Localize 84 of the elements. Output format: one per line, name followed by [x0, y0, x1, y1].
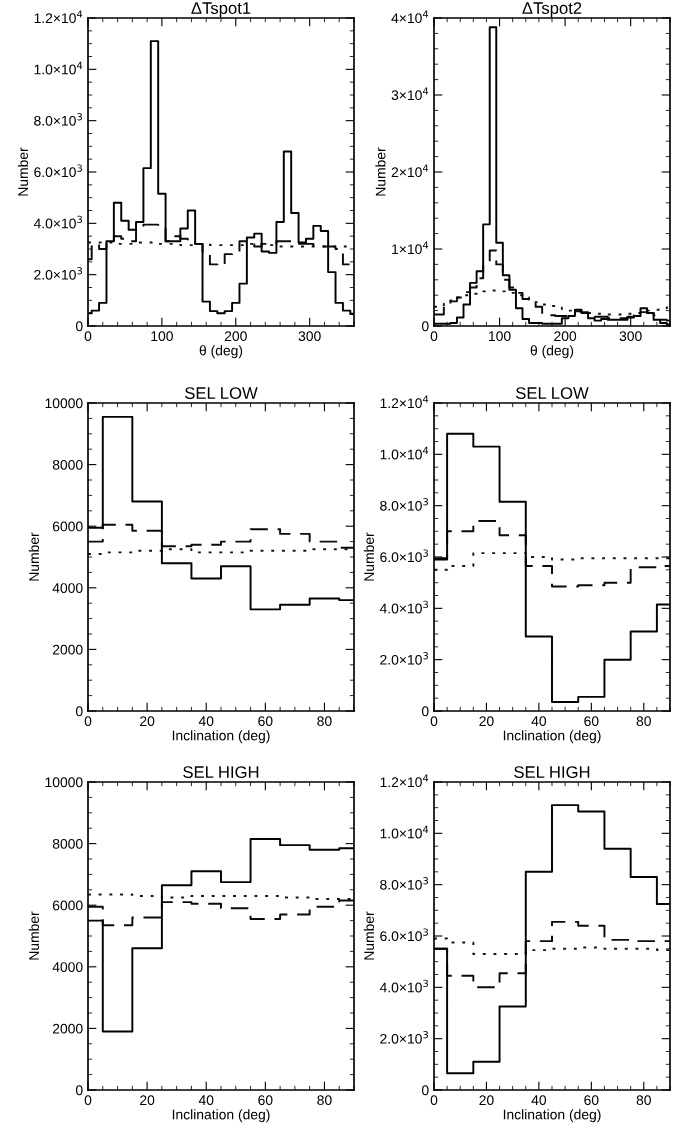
y-tick-label: 1.0×10$^{4}$ [380, 825, 429, 839]
chart-title: SEL LOW [516, 387, 589, 399]
x-tick-label: 300 [298, 331, 321, 342]
y-tick-label: 6.0×10$^{3}$ [34, 164, 82, 178]
y-tick-label: 0 [75, 321, 83, 332]
x-tick-label: 40 [198, 716, 214, 727]
y-tick-label: 4.0×10$^{3}$ [379, 600, 428, 614]
y-tick-label: 1.0×10$^{4}$ [380, 446, 429, 460]
x-tick-label: 60 [258, 1095, 273, 1106]
y-tick-label: 8000 [52, 838, 83, 849]
y-tick-label: 0 [421, 1085, 429, 1096]
y-tick-label: 2.0×10$^{3}$ [380, 1031, 428, 1044]
y-axis-title: Number [28, 532, 39, 581]
y-tick-label: 8.0×10$^{3}$ [34, 113, 82, 126]
y-tick-label: 4.0×10$^{3}$ [33, 215, 82, 229]
y-tick-label: 2000 [52, 644, 83, 655]
x-tick-label: 60 [584, 716, 599, 727]
y-tick-label: 6.0×10$^{3}$ [380, 928, 428, 942]
y-tick-label: 1.2×10$^{4}$ [380, 395, 429, 409]
chart-title: SEL HIGH [183, 766, 259, 778]
x-tick-label: 100 [489, 331, 511, 342]
x-axis-title: θ (deg) [530, 345, 574, 359]
x-axis-title: Inclination (deg) [172, 1109, 270, 1123]
y-tick-label: 10000 [45, 398, 83, 409]
y-axis-title: Number [17, 147, 29, 196]
y-tick-label: 2.0×10$^{3}$ [380, 652, 428, 665]
x-tick-label: 0 [430, 1095, 438, 1106]
x-tick-label: 0 [430, 716, 438, 727]
y-tick-label: 8000 [52, 459, 83, 470]
y-axis-title: Number [375, 147, 386, 196]
y-tick-label: 1.2×10$^{4}$ [34, 10, 83, 24]
y-tick-label: 10000 [45, 777, 83, 788]
y-tick-label: 8.0×10$^{3}$ [380, 498, 428, 511]
y-axis-title: Number [363, 532, 375, 581]
y-axis-title: Number [363, 911, 375, 960]
x-tick-label: 20 [479, 716, 494, 727]
x-axis-title: Inclination (deg) [503, 1109, 601, 1123]
x-tick-label: 20 [140, 1095, 155, 1106]
x-tick-label: 0 [430, 331, 438, 342]
y-tick-label: 0 [421, 321, 429, 332]
y-tick-label: 4.0×10$^{3}$ [379, 979, 428, 993]
x-axis-title: Inclination (deg) [172, 730, 270, 744]
y-tick-label: 2×10$^{4}$ [391, 164, 429, 178]
y-tick-label: 3×10$^{4}$ [391, 87, 429, 101]
x-tick-label: 200 [224, 331, 247, 342]
y-tick-label: 0 [75, 706, 83, 717]
x-tick-label: 80 [636, 716, 651, 727]
y-tick-label: 6000 [52, 900, 83, 911]
y-tick-label: 0 [75, 1085, 83, 1096]
y-tick-label: 8.0×10$^{3}$ [380, 877, 428, 890]
x-tick-label: 80 [636, 1095, 651, 1106]
x-axis-title: θ (deg) [199, 345, 243, 359]
x-tick-label: 20 [140, 716, 155, 727]
x-tick-label: 100 [151, 331, 173, 342]
y-tick-label: 1×10$^{4}$ [392, 241, 429, 255]
y-tick-label: 1.0×10$^{4}$ [34, 61, 83, 75]
y-tick-label: 4×10$^{4}$ [391, 10, 429, 24]
y-tick-label: 6.0×10$^{3}$ [380, 549, 428, 563]
x-tick-label: 60 [584, 1095, 599, 1106]
x-tick-label: 80 [317, 1095, 332, 1106]
x-tick-label: 0 [84, 1095, 92, 1106]
y-tick-label: 2.0×10$^{3}$ [34, 267, 82, 280]
x-tick-label: 0 [84, 716, 92, 727]
x-tick-label: 40 [531, 1095, 547, 1106]
x-tick-label: 60 [258, 716, 273, 727]
y-tick-label: 2000 [52, 1023, 83, 1034]
x-tick-label: 40 [531, 716, 547, 727]
y-tick-label: 4000 [52, 583, 83, 593]
x-tick-label: 300 [619, 331, 642, 342]
chart-title: ΔTspot1 [191, 2, 251, 18]
y-tick-label: 1.2×10$^{4}$ [380, 774, 429, 788]
x-tick-label: 200 [554, 331, 577, 342]
y-axis-title: Number [28, 911, 39, 960]
y-tick-label: 0 [421, 706, 429, 717]
chart-title: SEL HIGH [514, 766, 590, 778]
x-axis-title: Inclination (deg) [503, 730, 601, 744]
x-tick-label: 40 [198, 1095, 214, 1106]
x-tick-label: 80 [317, 716, 332, 727]
y-tick-label: 6000 [52, 521, 83, 532]
y-tick-label: 4000 [52, 962, 83, 972]
x-tick-label: 0 [84, 331, 92, 342]
x-tick-label: 20 [479, 1095, 494, 1106]
chart-title: ΔTspot2 [522, 2, 582, 18]
chart-title: SEL LOW [185, 387, 258, 399]
